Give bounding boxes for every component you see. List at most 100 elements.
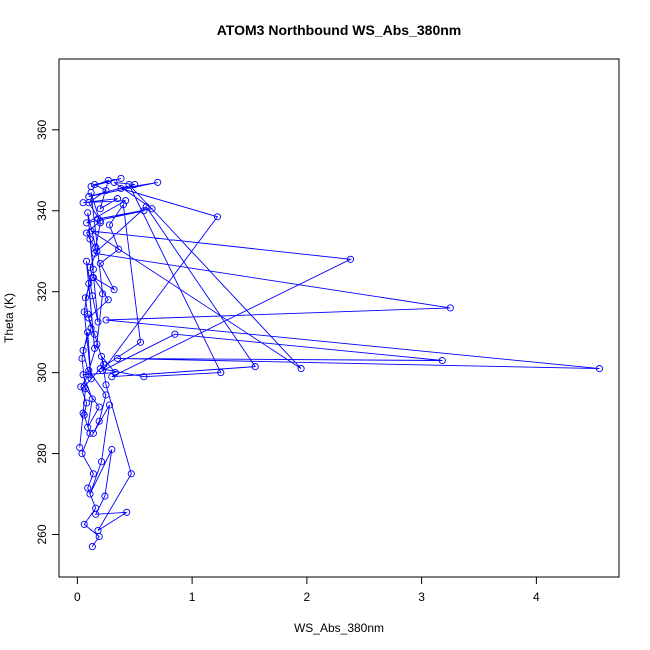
data-point [104, 176, 112, 184]
data-point [213, 213, 221, 221]
data-point [85, 199, 93, 207]
data-point [117, 184, 125, 193]
data-point [88, 292, 96, 300]
data-point [446, 304, 454, 312]
data-point [87, 182, 95, 191]
data-point [92, 504, 100, 512]
data-point [82, 219, 91, 227]
data-point [95, 417, 103, 425]
data-point [87, 375, 95, 383]
data-point [86, 429, 94, 437]
data-point [94, 318, 102, 326]
data-point [79, 346, 87, 354]
data-point [113, 195, 122, 203]
data-point [86, 490, 94, 498]
data-point [105, 401, 114, 409]
data-point [110, 286, 118, 294]
data-point [95, 403, 103, 411]
data-point [80, 411, 88, 419]
data-point [89, 470, 97, 478]
data-point [131, 180, 139, 189]
y-axis: 260 280 300 320 340 360 [35, 119, 60, 545]
data-point [91, 344, 99, 352]
data-point [80, 308, 88, 316]
data-point [95, 532, 103, 541]
data-point [125, 180, 133, 189]
data-point [115, 245, 123, 253]
data-point [99, 367, 107, 375]
data-point [79, 199, 87, 207]
data-point [76, 443, 84, 452]
data-point [85, 371, 93, 379]
data-point [104, 296, 112, 304]
data-point [91, 330, 99, 338]
data-point [77, 383, 85, 391]
data-point [96, 219, 104, 227]
data-point [297, 365, 305, 373]
x-tick-label: 4 [533, 590, 540, 604]
data-point [78, 354, 86, 363]
data-point [86, 235, 94, 243]
data-point [171, 330, 179, 338]
data-point [88, 543, 96, 551]
x-axis: 0 1 2 3 4 [74, 576, 540, 604]
data-point [80, 383, 88, 391]
data-point [119, 201, 127, 209]
data-point [108, 445, 116, 454]
data-point [123, 508, 131, 516]
data-point [148, 205, 156, 213]
data-point [82, 399, 91, 407]
data-point [122, 197, 130, 205]
data-point [102, 316, 110, 324]
data-point [251, 363, 259, 371]
y-tick-label: 260 [35, 524, 49, 544]
data-point [93, 340, 101, 348]
y-tick-label: 280 [35, 443, 49, 463]
data-point [89, 429, 97, 437]
x-tick-label: 3 [418, 590, 425, 604]
data-point [102, 381, 110, 389]
data-point [82, 229, 91, 237]
data-point [84, 484, 92, 492]
data-point [117, 174, 125, 182]
data-point [136, 338, 145, 346]
data-point [101, 492, 109, 500]
series-1 [76, 174, 604, 551]
data-point [102, 186, 110, 195]
data-point [81, 385, 89, 393]
data-point [94, 215, 102, 223]
data-point [96, 365, 104, 373]
data-point [97, 352, 106, 360]
data-point [80, 520, 88, 528]
y-tick-label: 320 [35, 281, 49, 301]
data-point [81, 294, 89, 302]
y-tick-label: 360 [35, 119, 49, 139]
data-point [87, 324, 95, 332]
data-point [82, 257, 91, 265]
data-point [96, 259, 104, 267]
data-point [84, 209, 92, 217]
data-point [113, 354, 122, 363]
data-point [96, 205, 104, 213]
data-point [217, 369, 225, 377]
data-point [84, 310, 92, 318]
data-point [85, 314, 93, 322]
data-point [108, 373, 116, 381]
data-point [86, 263, 94, 271]
data-point [93, 247, 101, 255]
data-point [79, 371, 87, 379]
x-axis-label: WS_Abs_380nm [294, 621, 384, 635]
y-tick-label: 300 [35, 362, 49, 382]
data-point [78, 450, 86, 458]
data-point [96, 217, 104, 225]
data-point [87, 227, 95, 235]
chart-title: ATOM3 Northbound WS_Abs_380nm [217, 22, 462, 38]
data-point [154, 178, 162, 186]
data-point [102, 391, 110, 399]
data-point [438, 356, 446, 365]
x-tick-label: 1 [189, 590, 196, 604]
y-tick-label: 340 [35, 200, 49, 220]
data-point [140, 373, 148, 381]
